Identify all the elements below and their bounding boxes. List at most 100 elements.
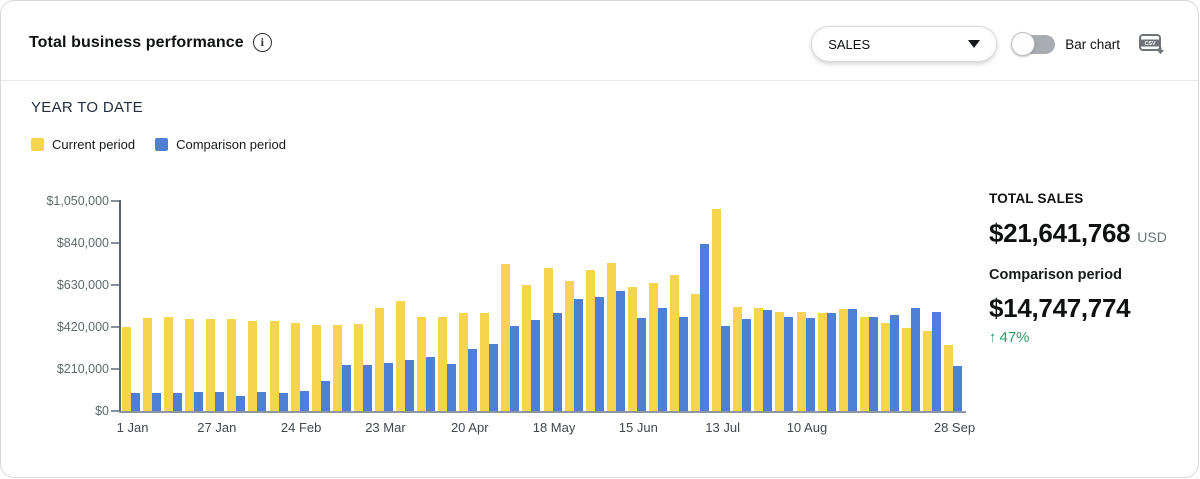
bar-comparison[interactable] bbox=[215, 391, 225, 411]
bar-comparison[interactable] bbox=[426, 357, 436, 411]
bar-comparison[interactable] bbox=[257, 392, 267, 411]
bar-chart-toggle[interactable] bbox=[1011, 31, 1056, 56]
bar-current[interactable] bbox=[164, 316, 174, 411]
bar-comparison[interactable] bbox=[320, 381, 330, 411]
bar-comparison[interactable] bbox=[868, 317, 878, 411]
bar-current[interactable] bbox=[501, 263, 511, 411]
x-tick-label: 20 Apr bbox=[450, 420, 489, 435]
bar-comparison[interactable] bbox=[742, 318, 752, 411]
bar-current[interactable] bbox=[522, 285, 532, 411]
bar-current[interactable] bbox=[332, 325, 342, 411]
bar-comparison[interactable] bbox=[362, 364, 372, 411]
currency-label: USD bbox=[1137, 229, 1167, 245]
bar-group bbox=[606, 201, 628, 411]
bar-comparison[interactable] bbox=[278, 393, 288, 411]
bar-current[interactable] bbox=[480, 312, 490, 411]
bar-comparison[interactable] bbox=[236, 396, 246, 411]
bar-current[interactable] bbox=[543, 267, 553, 411]
bar-current[interactable] bbox=[143, 318, 153, 411]
bar-comparison[interactable] bbox=[953, 366, 963, 411]
bar-current[interactable] bbox=[206, 319, 216, 411]
bar-current[interactable] bbox=[796, 312, 806, 411]
bar-comparison[interactable] bbox=[784, 317, 794, 411]
bar-current[interactable] bbox=[374, 307, 384, 411]
bar-comparison[interactable] bbox=[299, 391, 309, 411]
bar-comparison[interactable] bbox=[889, 315, 899, 411]
bar-current[interactable] bbox=[627, 287, 637, 411]
bar-current[interactable] bbox=[585, 270, 595, 411]
bar-group bbox=[733, 201, 754, 411]
bar-comparison[interactable] bbox=[341, 365, 351, 411]
bar-current[interactable] bbox=[944, 345, 954, 411]
bar-comparison[interactable] bbox=[763, 310, 773, 411]
bar-comparison[interactable] bbox=[826, 313, 836, 411]
bar-comparison[interactable] bbox=[510, 326, 520, 411]
bar-current[interactable] bbox=[122, 327, 131, 411]
bar-comparison[interactable] bbox=[573, 298, 583, 411]
bar-comparison[interactable] bbox=[636, 317, 646, 411]
bar-comparison[interactable] bbox=[383, 362, 393, 411]
bar-current[interactable] bbox=[417, 317, 427, 411]
bar-current[interactable] bbox=[670, 275, 680, 411]
bar-group bbox=[944, 201, 965, 411]
bar-comparison[interactable] bbox=[657, 307, 667, 411]
x-axis-line bbox=[119, 411, 966, 413]
bar-comparison[interactable] bbox=[931, 312, 941, 411]
bar-comparison[interactable] bbox=[531, 320, 541, 411]
bar-current[interactable] bbox=[438, 317, 448, 411]
bar-group bbox=[775, 201, 796, 411]
bar-current[interactable] bbox=[227, 318, 237, 411]
bar-current[interactable] bbox=[754, 308, 764, 411]
legend-swatch-comparison bbox=[155, 138, 169, 151]
metric-dropdown[interactable]: SALES bbox=[811, 26, 998, 62]
bar-current[interactable] bbox=[311, 324, 321, 411]
bar-current[interactable] bbox=[880, 322, 890, 411]
bar-current[interactable] bbox=[396, 301, 406, 411]
bar-comparison[interactable] bbox=[594, 297, 604, 411]
bar-comparison[interactable] bbox=[679, 316, 689, 411]
bar-current[interactable] bbox=[248, 320, 258, 411]
bar-comparison[interactable] bbox=[910, 307, 920, 411]
bar-comparison[interactable] bbox=[615, 291, 625, 411]
bar-comparison[interactable] bbox=[468, 349, 478, 411]
bar-current[interactable] bbox=[564, 281, 574, 411]
bar-current[interactable] bbox=[922, 331, 932, 411]
bar-comparison[interactable] bbox=[173, 393, 183, 411]
bar-group bbox=[817, 201, 839, 411]
bar-current[interactable] bbox=[901, 328, 911, 411]
y-axis-labels: $1,050,000 $840,000 $630,000 $420,000 $210,0… bbox=[1, 194, 109, 418]
bar-comparison[interactable] bbox=[847, 309, 857, 411]
bar-current[interactable] bbox=[185, 319, 195, 411]
bar-comparison[interactable] bbox=[447, 364, 457, 411]
bar-current[interactable] bbox=[353, 323, 363, 411]
bar-current[interactable] bbox=[838, 308, 848, 411]
bar-current[interactable] bbox=[859, 317, 869, 411]
bar-group bbox=[480, 201, 501, 411]
bar-comparison[interactable] bbox=[152, 392, 162, 411]
bar-comparison[interactable] bbox=[721, 326, 731, 411]
bar-comparison[interactable] bbox=[489, 344, 499, 411]
bar-comparison[interactable] bbox=[131, 393, 140, 411]
bar-current[interactable] bbox=[691, 293, 701, 411]
info-icon[interactable]: i bbox=[252, 33, 272, 52]
bar-current[interactable] bbox=[290, 323, 300, 411]
y-tick-mark bbox=[111, 200, 119, 202]
bar-group bbox=[353, 201, 375, 411]
bar-group bbox=[691, 201, 712, 411]
bar-comparison[interactable] bbox=[805, 317, 815, 411]
bar-comparison[interactable] bbox=[700, 243, 710, 411]
bar-current[interactable] bbox=[733, 307, 743, 411]
csv-download-icon[interactable]: CSV bbox=[1136, 29, 1166, 59]
bar-current[interactable] bbox=[648, 283, 658, 411]
bar-comparison[interactable] bbox=[405, 360, 415, 411]
bar-current[interactable] bbox=[712, 209, 722, 411]
bar-current[interactable] bbox=[269, 321, 279, 411]
bar-current[interactable] bbox=[606, 262, 616, 411]
bar-group bbox=[417, 201, 438, 411]
bar-comparison[interactable] bbox=[552, 312, 562, 411]
bar-current[interactable] bbox=[817, 313, 827, 411]
bar-current[interactable] bbox=[775, 311, 785, 411]
bar-current[interactable] bbox=[459, 313, 469, 411]
bar-comparison[interactable] bbox=[194, 392, 204, 411]
chart-plot bbox=[122, 201, 965, 411]
